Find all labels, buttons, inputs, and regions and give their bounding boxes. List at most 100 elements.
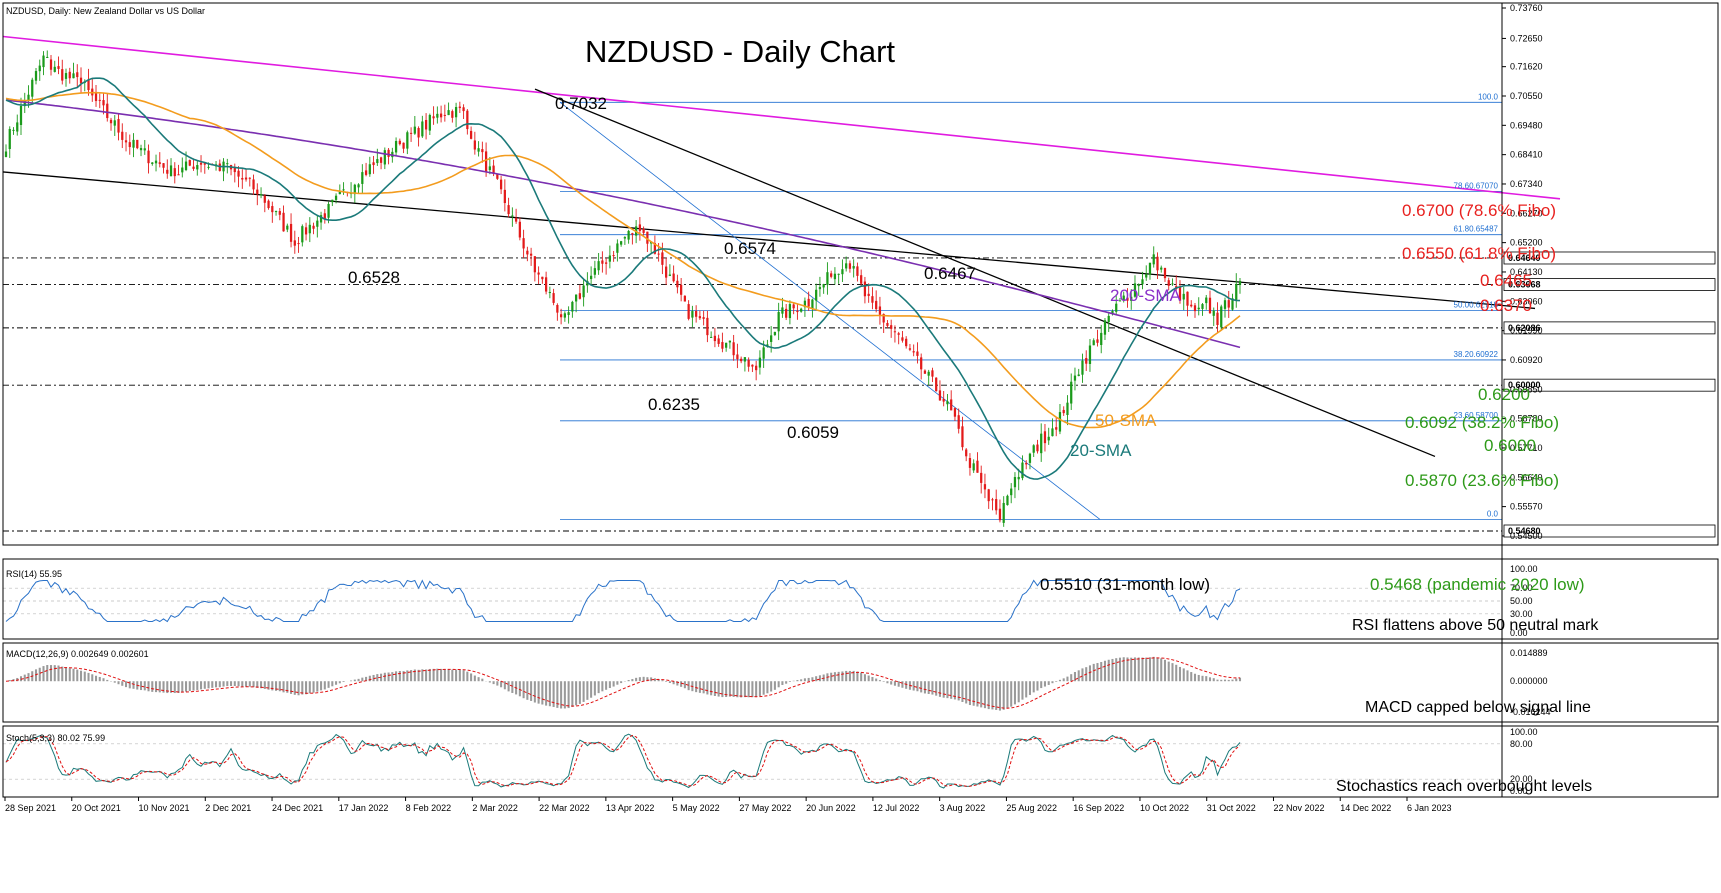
price-tick-label: 0.61990 <box>1510 326 1543 336</box>
price-annotation: 0.5468 (pandemic 2020 low) <box>1370 575 1585 594</box>
candle-body <box>841 269 844 275</box>
candle-body <box>698 316 702 319</box>
candle-body <box>1122 295 1125 301</box>
candle-body <box>1238 280 1242 285</box>
indicators-layer <box>3 579 1502 789</box>
price-tick-label: 0.63060 <box>1510 296 1543 306</box>
candle-body <box>203 163 206 165</box>
candle-body <box>800 308 803 312</box>
candle-body <box>792 304 795 309</box>
candle-body <box>552 293 555 303</box>
candle-body <box>953 408 957 417</box>
candle-body <box>890 325 893 329</box>
price-tick-label: 0.71620 <box>1510 62 1543 72</box>
candle-body <box>383 150 386 165</box>
candle-body <box>263 195 266 203</box>
candle-body <box>747 359 750 367</box>
candle-body <box>706 317 709 336</box>
candle-body <box>1152 254 1155 265</box>
candle-body <box>822 284 825 288</box>
candle-body <box>143 148 146 151</box>
price-tick-label: 0.56640 <box>1510 472 1543 482</box>
candle-body <box>428 114 431 131</box>
candle-body <box>256 189 259 195</box>
candle-body <box>668 274 672 276</box>
price-tick-label: 0.67340 <box>1510 179 1543 189</box>
candle-body <box>811 299 814 309</box>
candle-body <box>601 260 604 264</box>
candle-body <box>488 166 491 171</box>
fibo-label: 100.0 <box>1478 92 1499 101</box>
candle-body <box>409 132 413 134</box>
candle-body <box>680 284 683 295</box>
candle-body <box>514 217 518 222</box>
candle-body <box>717 338 720 344</box>
price-tick-label: 0.64130 <box>1510 267 1543 277</box>
candle-body <box>773 331 777 335</box>
candle-body <box>364 170 368 175</box>
candle-body <box>871 296 874 303</box>
candle-body <box>882 313 885 323</box>
candle-body <box>905 338 908 347</box>
candle-body <box>878 306 882 315</box>
x-tick-label: 17 Jan 2022 <box>339 803 389 813</box>
candle-body <box>267 200 270 209</box>
candle-body <box>807 298 810 307</box>
candle-body <box>173 168 176 177</box>
candle-body <box>815 289 818 301</box>
price-annotation: 0.7032 <box>555 94 607 113</box>
candle-body <box>278 211 281 215</box>
price-tick-label: 0.70550 <box>1510 91 1543 101</box>
candle-body <box>31 79 34 97</box>
candle-body <box>683 295 687 302</box>
candle-body <box>597 261 600 271</box>
candle-body <box>567 312 570 315</box>
candle-body <box>762 347 765 359</box>
candle-body <box>518 221 521 238</box>
candle-body <box>833 273 837 280</box>
candle-body <box>1212 310 1215 316</box>
candle-body <box>282 212 285 232</box>
candle-body <box>533 256 536 273</box>
fibo-label: 38.20.60922 <box>1454 350 1499 359</box>
candle-body <box>770 335 773 342</box>
candle-body <box>676 280 679 288</box>
candle-body <box>342 189 345 191</box>
candle-body <box>604 262 608 264</box>
candle-body <box>916 351 919 356</box>
price-annotation: 0.5870 (23.6% Fibo) <box>1405 471 1559 490</box>
candle-body <box>499 179 503 190</box>
candle-body <box>376 159 379 164</box>
candle-body <box>451 111 454 118</box>
candle-body <box>432 116 435 119</box>
candle-body <box>721 342 724 349</box>
candle-body <box>323 213 326 219</box>
candle-body <box>304 227 308 235</box>
x-tick-label: 22 Nov 2022 <box>1273 803 1324 813</box>
candle-body <box>616 243 619 253</box>
candle-body <box>777 312 780 332</box>
candle-body <box>402 142 405 149</box>
fibo-label: 0.0 <box>1487 509 1499 518</box>
dynamic-text-layer: 100.0 78.60.67070 61.80.65487 50.00.62718 38… <box>5 3 1585 813</box>
candle-body <box>1111 310 1114 315</box>
candle-body <box>781 307 784 314</box>
level-label: 0.63668 <box>1508 280 1541 290</box>
candle-body <box>316 220 319 227</box>
indicator-tick-label: 100.00 <box>1510 727 1538 737</box>
x-tick-label: 5 May 2022 <box>673 803 720 813</box>
support-trendline <box>2 171 1536 310</box>
candle-body <box>1167 280 1170 286</box>
candle-body <box>852 266 855 269</box>
candle-body <box>398 140 401 145</box>
candle-body <box>927 371 930 376</box>
candle-body <box>477 148 480 152</box>
panel-frame <box>2 558 1719 640</box>
price-annotation: 0.6574 <box>724 239 776 258</box>
candle-body <box>785 308 788 318</box>
candle-body <box>803 300 807 308</box>
candle-body <box>619 241 623 245</box>
x-tick-label: 20 Oct 2021 <box>72 803 121 813</box>
candle-body <box>758 357 762 368</box>
